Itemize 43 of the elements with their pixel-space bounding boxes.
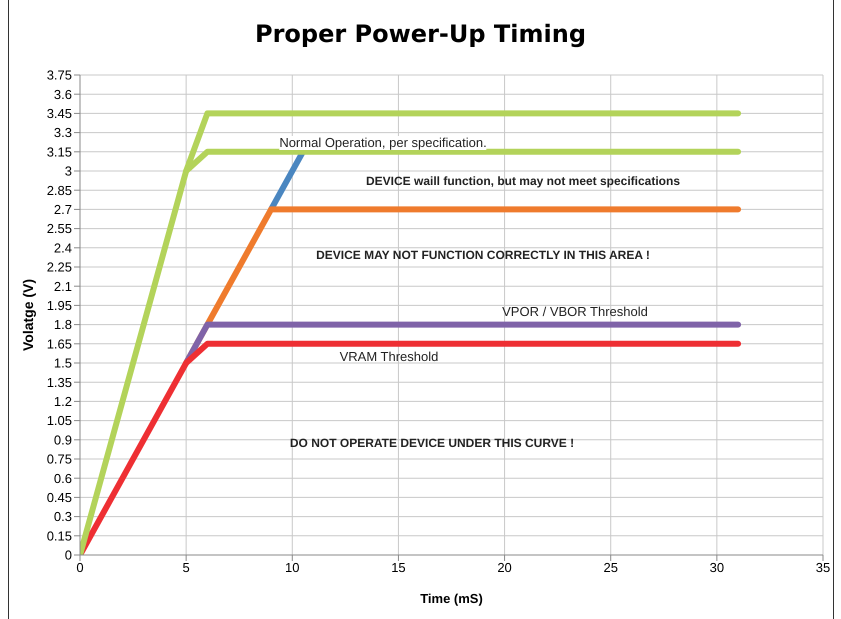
- annotation: DEVICE MAY NOT FUNCTION CORRECTLY IN THIS AREA !: [316, 248, 650, 262]
- x-tick-label: 30: [710, 560, 724, 576]
- x-tick-label: 10: [285, 560, 300, 576]
- y-tick-label: 2.55: [46, 221, 72, 236]
- y-tick-label: 0.6: [54, 470, 72, 486]
- y-tick-label: 3.45: [46, 106, 72, 122]
- y-tick-label: 1.35: [46, 374, 72, 390]
- y-tick-label: 0.45: [46, 490, 72, 506]
- x-tick-label: 15: [391, 560, 406, 576]
- x-tick-label: 20: [497, 560, 512, 576]
- annotation: DO NOT OPERATE DEVICE UNDER THIS CURVE !: [290, 436, 574, 450]
- x-tick-label: 35: [816, 560, 830, 576]
- y-tick-label: 3: [64, 164, 72, 179]
- y-tick-label: 0.15: [46, 528, 72, 544]
- y-tick-label: 3.15: [46, 144, 72, 160]
- y-tick-label: 0: [64, 548, 72, 563]
- y-tick-label: 1.65: [46, 336, 72, 352]
- chart-title: Proper Power-Up Timing: [254, 20, 587, 48]
- x-tick-label: 5: [182, 560, 190, 576]
- y-tick-label: 0.9: [54, 432, 72, 448]
- y-tick-label: 2.1: [54, 278, 72, 294]
- y-tick-label: 0.3: [54, 509, 72, 524]
- annotation: VPOR / VBOR Threshold: [502, 304, 648, 319]
- y-tick-label: 3.6: [54, 86, 72, 102]
- y-tick-label: 2.85: [46, 182, 72, 198]
- x-tick-label: 25: [603, 560, 618, 576]
- y-tick-label: 3.3: [54, 125, 72, 140]
- annotation: Normal Operation, per specification.: [279, 135, 487, 150]
- y-axis-title: Volatge (V): [20, 278, 36, 352]
- y-tick-label: 1.2: [54, 394, 72, 410]
- annotation: DEVICE waill function, but may not meet specifications: [366, 174, 680, 188]
- y-tick-label: 1.95: [46, 298, 72, 314]
- y-tick-label: 1.5: [54, 356, 72, 371]
- y-tick-label: 1.8: [54, 317, 72, 332]
- y-tick-label: 2.4: [54, 240, 72, 256]
- y-tick-label: 2.7: [54, 202, 72, 218]
- y-tick-label: 2.25: [46, 260, 72, 275]
- y-tick-label: 0.75: [46, 452, 72, 467]
- y-tick-label: 3.75: [46, 68, 72, 83]
- x-axis-title: Time (mS): [420, 591, 483, 606]
- x-tick-label: 0: [76, 560, 84, 576]
- y-tick-label: 1.05: [46, 413, 72, 428]
- annotation: VRAM Threshold: [340, 349, 438, 364]
